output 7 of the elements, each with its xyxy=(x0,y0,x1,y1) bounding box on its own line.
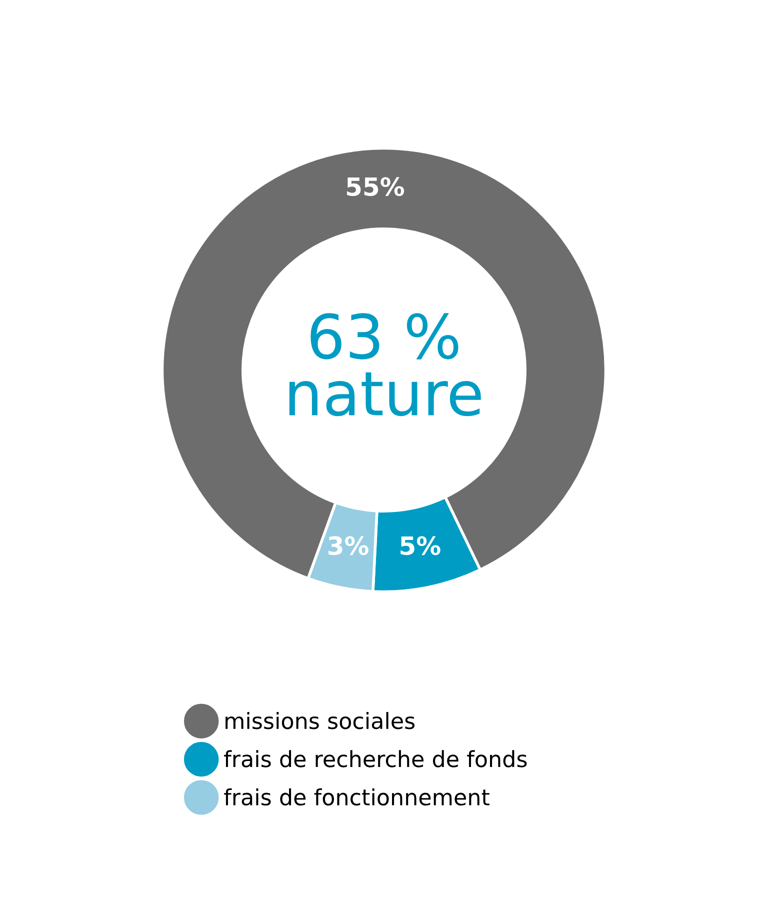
text: 63 % nature xyxy=(289,313,481,416)
legend-label: missions sociales xyxy=(226,712,415,730)
legend-label: frais de recherche de fonds xyxy=(224,750,527,768)
data-label: 55% xyxy=(346,177,404,196)
data-label: 5% xyxy=(400,536,440,556)
data-label: 3% xyxy=(328,536,368,556)
legend-label: frais de fonctionnement xyxy=(224,788,490,806)
